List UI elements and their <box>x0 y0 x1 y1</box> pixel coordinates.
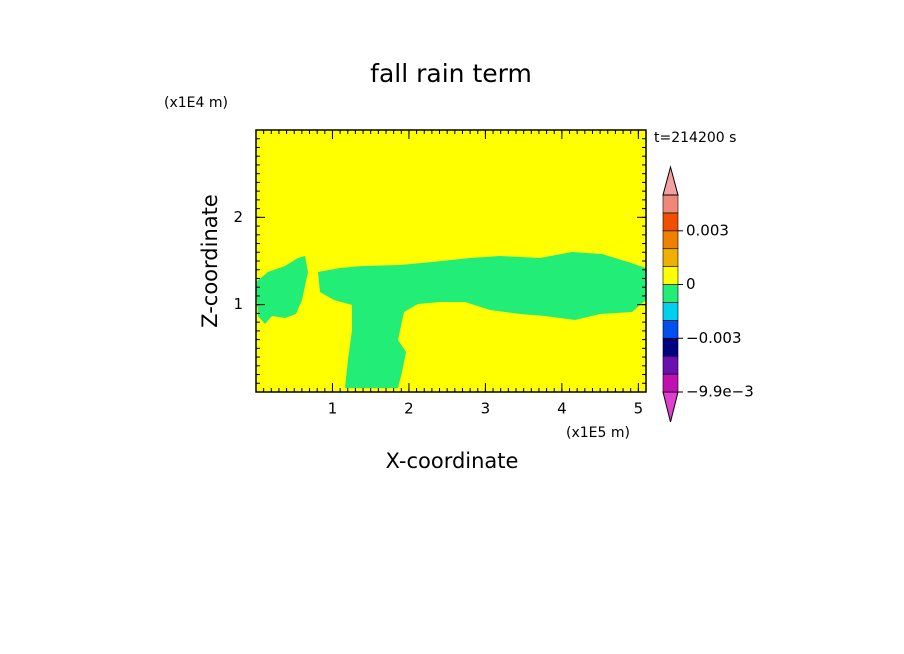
colorbar-box <box>662 230 679 250</box>
x-tick-label: 4 <box>557 400 567 418</box>
colorbar-tick-label: −0.003 <box>686 329 742 347</box>
x-tick-label: 5 <box>634 400 644 418</box>
x-tick-label: 1 <box>328 400 338 418</box>
colorbar-box <box>662 302 679 321</box>
x-axis-label: X-coordinate <box>386 449 519 473</box>
rain-region-left <box>256 256 308 324</box>
colorbar-box <box>662 373 679 393</box>
colorbar-tick-label: −9.9e−3 <box>686 383 754 401</box>
colorbar-tick-label: 0.003 <box>686 221 729 239</box>
chart-title: fall rain term <box>370 59 532 88</box>
x-tick-label: 2 <box>404 400 414 418</box>
colorbar-extend-high <box>662 165 679 196</box>
colorbar-box <box>662 194 679 214</box>
colorbar-box <box>662 355 679 375</box>
rain-region <box>256 252 646 388</box>
colorbar-tick-label: 0 <box>686 275 696 293</box>
colorbar-box <box>662 248 679 267</box>
y-tick-label: 1 <box>233 295 243 313</box>
rain-region-main <box>318 252 646 388</box>
colorbar-box <box>662 284 679 303</box>
colorbar-extend-low <box>662 391 679 423</box>
colorbar-box <box>662 212 679 232</box>
y-unit: (x1E4 m) <box>164 95 228 111</box>
time-label: t=214200 s <box>654 130 736 146</box>
colorbar-box <box>662 266 679 285</box>
colorbar-box <box>662 320 679 339</box>
x-tick-label: 3 <box>481 400 491 418</box>
y-axis-label: Z-coordinate <box>198 194 222 328</box>
y-tick-label: 2 <box>233 208 243 226</box>
colorbar-box <box>662 337 679 357</box>
x-unit: (x1E5 m) <box>566 425 630 441</box>
